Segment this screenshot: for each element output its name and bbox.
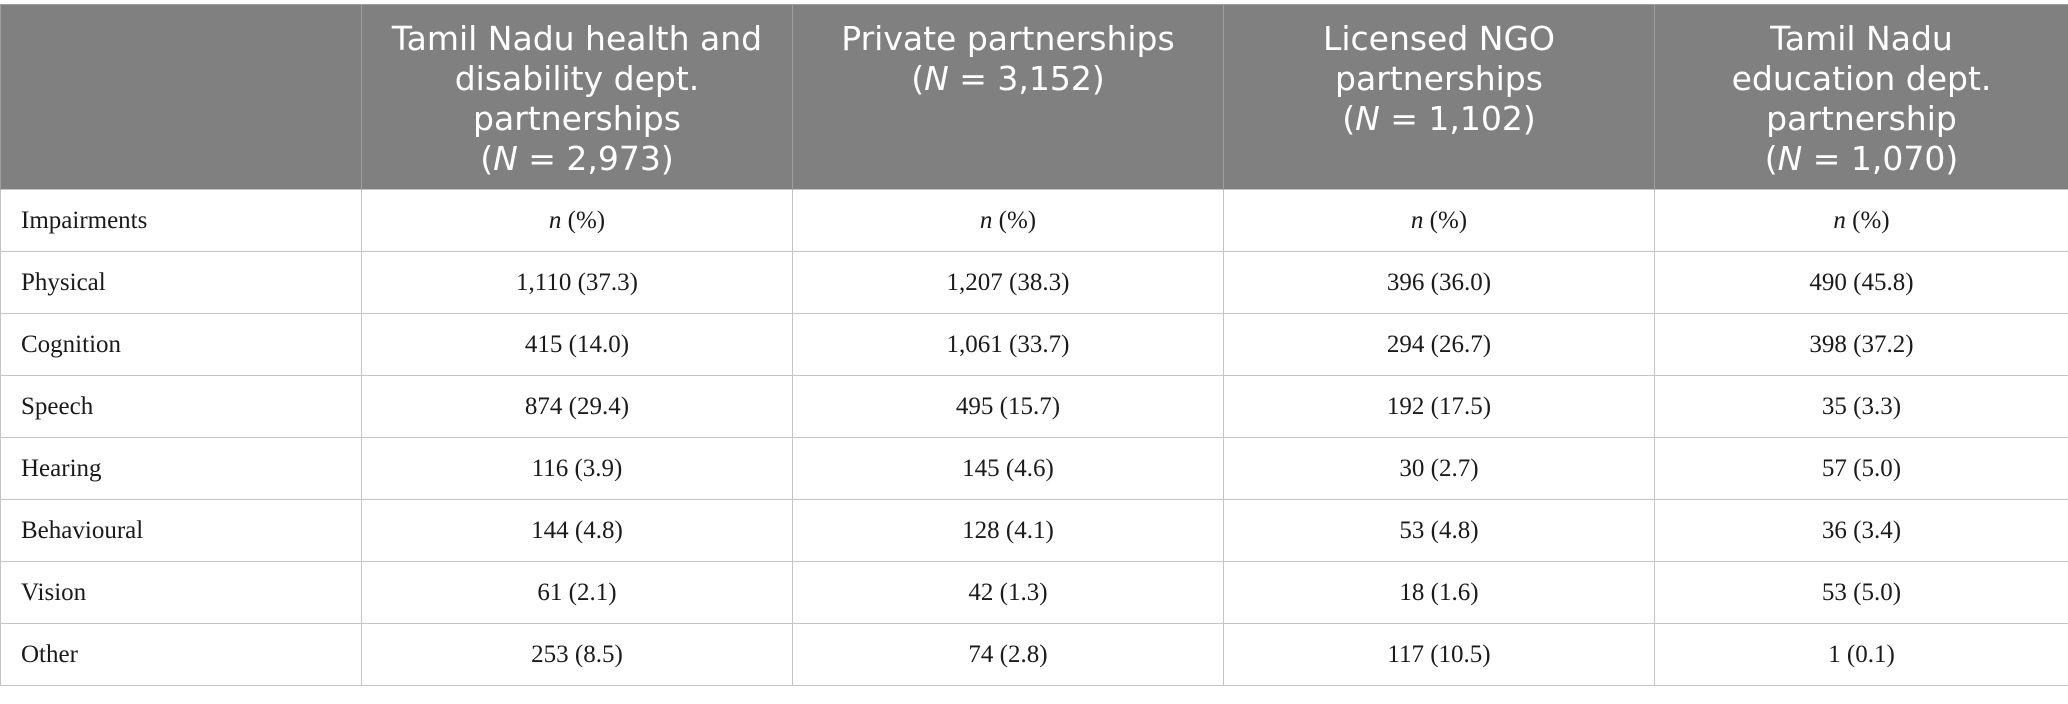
table-header: Tamil Nadu health and disability dept. p… — [0, 4, 2068, 190]
header-cell-education: Tamil Nadu education dept. partnership (… — [1654, 4, 2068, 190]
unit-cell: n (%) — [1223, 189, 1655, 252]
table-row: Physical 1,110 (37.3) 1,207 (38.3) 396 (… — [0, 251, 2068, 314]
row-label: Other — [0, 623, 362, 686]
table-cell: 415 (14.0) — [361, 313, 793, 376]
table-cell: 53 (4.8) — [1223, 499, 1655, 562]
table-cell: 61 (2.1) — [361, 561, 793, 624]
table-row: Vision 61 (2.1) 42 (1.3) 18 (1.6) 53 (5.… — [0, 561, 2068, 624]
table-cell: 192 (17.5) — [1223, 375, 1655, 438]
table-body: Impairments n (%) n (%) n (%) n (%) Phys… — [0, 189, 2068, 686]
row-label: Speech — [0, 375, 362, 438]
table-cell: 57 (5.0) — [1654, 437, 2068, 500]
table-cell: 35 (3.3) — [1654, 375, 2068, 438]
table-cell: 42 (1.3) — [792, 561, 1224, 624]
table-cell: 144 (4.8) — [361, 499, 793, 562]
table-cell: 1,061 (33.7) — [792, 313, 1224, 376]
table-cell: 117 (10.5) — [1223, 623, 1655, 686]
table-cell: 495 (15.7) — [792, 375, 1224, 438]
row-label: Physical — [0, 251, 362, 314]
table-cell: 30 (2.7) — [1223, 437, 1655, 500]
table-cell: 874 (29.4) — [361, 375, 793, 438]
table-cell: 253 (8.5) — [361, 623, 793, 686]
unit-cell: n (%) — [792, 189, 1224, 252]
table-row: Other 253 (8.5) 74 (2.8) 117 (10.5) 1 (0… — [0, 623, 2068, 686]
table-cell: 398 (37.2) — [1654, 313, 2068, 376]
table-row: Behavioural 144 (4.8) 128 (4.1) 53 (4.8)… — [0, 499, 2068, 562]
subheader-row: Impairments n (%) n (%) n (%) n (%) — [0, 189, 2068, 252]
table-cell: 18 (1.6) — [1223, 561, 1655, 624]
table-cell: 1 (0.1) — [1654, 623, 2068, 686]
unit-cell: n (%) — [1654, 189, 2068, 252]
impairments-table: Tamil Nadu health and disability dept. p… — [0, 4, 2068, 686]
sample-size: (N = 3,152) — [911, 59, 1105, 98]
header-cell-empty — [0, 4, 362, 190]
row-label: Hearing — [0, 437, 362, 500]
sample-size: (N = 1,102) — [1342, 99, 1536, 138]
table-cell: 74 (2.8) — [792, 623, 1224, 686]
table-cell: 128 (4.1) — [792, 499, 1224, 562]
table-row: Speech 874 (29.4) 495 (15.7) 192 (17.5) … — [0, 375, 2068, 438]
table-cell: 1,207 (38.3) — [792, 251, 1224, 314]
table-cell: 53 (5.0) — [1654, 561, 2068, 624]
table-cell: 294 (26.7) — [1223, 313, 1655, 376]
header-cell-health-disability: Tamil Nadu health and disability dept. p… — [361, 4, 793, 190]
table-row: Hearing 116 (3.9) 145 (4.6) 30 (2.7) 57 … — [0, 437, 2068, 500]
row-label: Vision — [0, 561, 362, 624]
header-cell-licensed-ngo: Licensed NGO partnerships (N = 1,102) — [1223, 4, 1655, 190]
table-cell: 36 (3.4) — [1654, 499, 2068, 562]
header-row: Tamil Nadu health and disability dept. p… — [0, 4, 2068, 190]
header-cell-private: Private partnerships (N = 3,152) — [792, 4, 1224, 190]
table-cell: 1,110 (37.3) — [361, 251, 793, 314]
unit-cell: n (%) — [361, 189, 793, 252]
row-label: Impairments — [0, 189, 362, 252]
table-cell: 490 (45.8) — [1654, 251, 2068, 314]
table-cell: 396 (36.0) — [1223, 251, 1655, 314]
table-cell: 116 (3.9) — [361, 437, 793, 500]
table-row: Cognition 415 (14.0) 1,061 (33.7) 294 (2… — [0, 313, 2068, 376]
sample-size: (N = 1,070) — [1764, 139, 1959, 178]
row-label: Cognition — [0, 313, 362, 376]
row-label: Behavioural — [0, 499, 362, 562]
table-cell: 145 (4.6) — [792, 437, 1224, 500]
sample-size: (N = 2,973) — [480, 139, 674, 178]
